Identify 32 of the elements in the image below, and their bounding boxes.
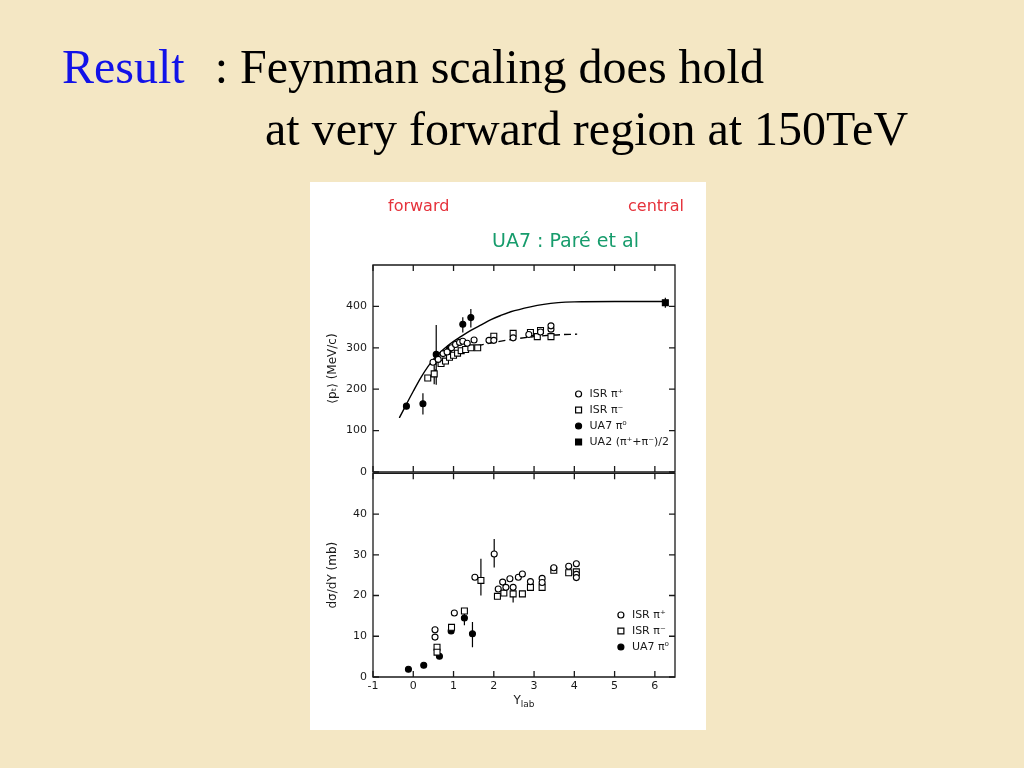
legend-label: UA2 (π⁺+π⁻)/2 [589, 434, 669, 448]
y-tick-label: 0 [360, 464, 367, 478]
y-tick-label: 100 [346, 423, 367, 437]
x-tick-label: 1 [450, 679, 458, 693]
y-axis-title: dσ/dY (mb) [325, 541, 340, 609]
x-tick-label: 4 [570, 679, 578, 693]
y-tick-label: 40 [353, 506, 367, 520]
legend-label: ISR π⁻ [589, 402, 624, 416]
x-tick-label: 6 [651, 679, 659, 693]
x-tick-label: 2 [490, 679, 498, 693]
y-axis-title: ⟨pₜ⟩ (MeV/c) [325, 333, 340, 404]
text: forward [388, 196, 450, 216]
y-tick-label: 0 [360, 669, 367, 683]
text: UA7 : Paré et al [492, 229, 639, 252]
y-tick-label: 300 [346, 340, 367, 354]
chart-title: Result [62, 40, 185, 93]
y-tick-label: 10 [353, 629, 367, 643]
legend-label: ISR π⁻ [631, 623, 666, 637]
text: central [628, 196, 684, 216]
y-tick-label: 30 [353, 547, 367, 561]
chart-subtitle: : Feynman scaling does hold at very forward region at 150TeV [214, 40, 909, 157]
x-tick-label: 0 [409, 679, 417, 693]
x-tick-label: 3 [530, 679, 538, 693]
y-tick-label: 400 [346, 299, 367, 313]
y-tick-label: 20 [353, 588, 367, 602]
x-tick-label: -1 [367, 679, 379, 693]
x-tick-label: 5 [611, 679, 619, 693]
legend-label: ISR π⁺ [631, 607, 666, 621]
legend-label: UA7 π⁰ [631, 639, 670, 653]
legend-label: ISR π⁺ [589, 386, 624, 400]
legend-label: UA7 π⁰ [589, 418, 628, 432]
y-tick-label: 200 [346, 382, 367, 396]
